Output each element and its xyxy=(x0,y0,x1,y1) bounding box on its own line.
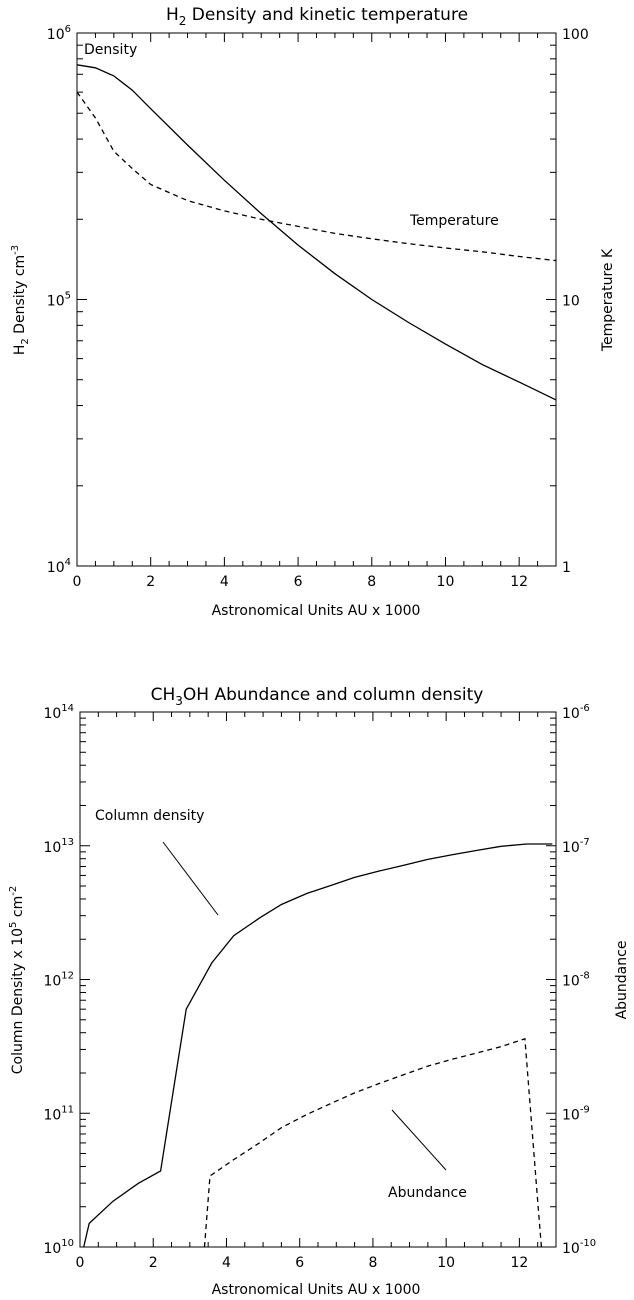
series-line-density xyxy=(76,64,557,401)
x-tick-label: 8 xyxy=(367,574,376,590)
abundance-annotation: Abundance xyxy=(388,1185,467,1201)
top-y2-axis-label: Temperature K xyxy=(600,248,616,352)
abundance-pointer xyxy=(391,1109,447,1171)
x-tick-label: 12 xyxy=(510,574,528,590)
y-tick-label-right: 100 xyxy=(562,27,589,43)
top-right-y-ticks: 1 10 100 xyxy=(546,27,589,576)
x-tick-label: 0 xyxy=(73,574,82,590)
x-tick-label: 12 xyxy=(510,1255,528,1271)
top-series-group xyxy=(76,64,557,401)
density-annotation: Density xyxy=(84,42,137,58)
x-tick-label: 0 xyxy=(76,1255,85,1271)
bottom-x-axis-label: Astronomical Units AU x 1000 xyxy=(212,1282,421,1298)
column-density-annotation: Column density xyxy=(95,808,204,824)
y-tick-label-right: 1 xyxy=(562,560,571,576)
bottom-series-group xyxy=(83,843,553,1248)
top-chart-title: H2 Density and kinetic temperature xyxy=(166,5,468,28)
top-plot-frame xyxy=(76,32,557,567)
x-tick-label: 2 xyxy=(149,1255,158,1271)
bottom-x-ticks: 0 2 4 6 8 10 12 xyxy=(76,712,557,1271)
density-temperature-chart: H2 Density and kinetic temperature 10410… xyxy=(10,5,616,619)
y-tick-label-right: 10-8 xyxy=(562,971,590,990)
column-density-pointer xyxy=(162,841,219,916)
x-tick-label: 6 xyxy=(294,574,303,590)
y-tick-label-right: 10 xyxy=(562,294,580,310)
x-tick-label: 8 xyxy=(368,1255,377,1271)
bottom-chart-title: CH3OH Abundance and column density xyxy=(151,685,484,708)
top-y-axis-label: H2 Density cm-3 xyxy=(10,245,31,355)
y-tick-label-left: 1011 xyxy=(43,1104,74,1123)
top-left-y-ticks: 104 105 106 xyxy=(47,24,87,576)
y-tick-label-right: 10-9 xyxy=(562,1104,590,1123)
x-tick-label: 4 xyxy=(222,1255,231,1271)
series-line-abundance xyxy=(203,1037,543,1248)
y-tick-label-left: 106 xyxy=(47,24,71,43)
bottom-plot-frame xyxy=(79,711,557,1248)
bottom-y-axis-label: Column Density x 105 cm-2 xyxy=(8,886,26,1074)
series-line-column-density xyxy=(83,843,553,1248)
x-tick-label: 10 xyxy=(437,1255,455,1271)
bottom-left-y-ticks: 1010 1011 1012 1013 1014 xyxy=(43,703,90,1257)
x-tick-label: 10 xyxy=(437,574,455,590)
temperature-annotation: Temperature xyxy=(409,213,499,229)
y-tick-label-left: 104 xyxy=(47,557,71,576)
top-x-ticks: 0 2 4 6 8 10 12 xyxy=(73,33,557,590)
x-tick-label: 2 xyxy=(146,574,155,590)
series-line-temperature xyxy=(76,91,557,262)
y-tick-label-right: 10-7 xyxy=(562,837,590,856)
y-tick-label-right: 10-10 xyxy=(562,1238,596,1257)
x-tick-label: 4 xyxy=(220,574,229,590)
bottom-right-y-ticks: 10-10 10-9 10-8 10-7 10-6 xyxy=(546,703,596,1257)
y-tick-label-left: 1010 xyxy=(43,1238,74,1257)
top-x-axis-label: Astronomical Units AU x 1000 xyxy=(212,603,421,619)
x-tick-label: 6 xyxy=(295,1255,304,1271)
y-tick-label-left: 105 xyxy=(47,291,71,310)
y-tick-label-left: 1014 xyxy=(43,703,74,722)
column-density-abundance-chart: CH3OH Abundance and column density 10101… xyxy=(8,685,630,1298)
y-tick-label-right: 10-6 xyxy=(562,703,590,722)
y-tick-label-left: 1012 xyxy=(43,971,74,990)
y-tick-label-left: 1013 xyxy=(43,837,74,856)
bottom-y2-axis-label: Abundance xyxy=(614,941,630,1020)
